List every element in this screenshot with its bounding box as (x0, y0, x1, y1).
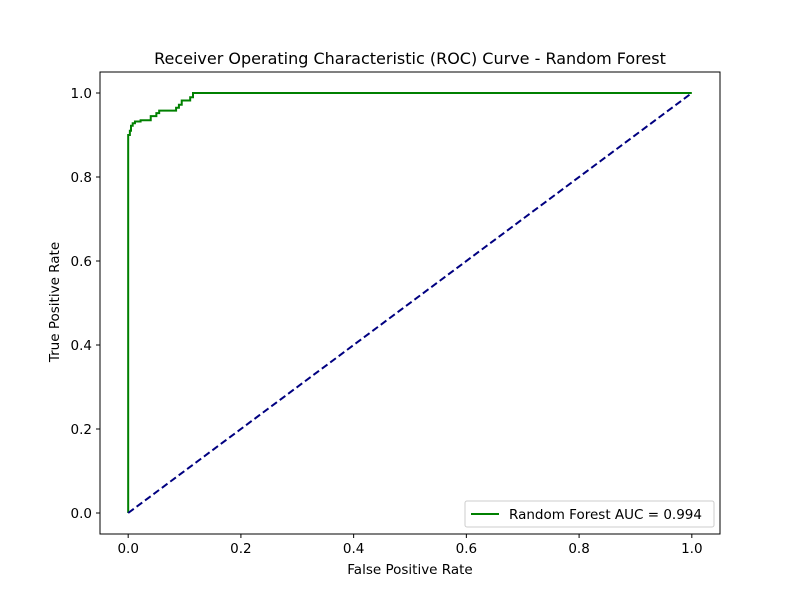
chart-title: Receiver Operating Characteristic (ROC) … (154, 49, 666, 68)
y-tick-label: 0.2 (71, 422, 92, 438)
x-axis-label: False Positive Rate (347, 562, 472, 578)
x-tick-label: 0.2 (230, 541, 251, 557)
y-axis-label: True Positive Rate (47, 242, 63, 363)
y-tick-label: 0.0 (71, 506, 92, 522)
x-tick-label: 0.0 (117, 541, 138, 557)
plot-area (127, 92, 693, 514)
plot-frame (99, 71, 721, 535)
roc-curve-line (127, 92, 692, 513)
x-tick-label: 0.6 (456, 541, 477, 557)
y-tick-label: 0.6 (71, 254, 92, 270)
chance-diagonal-line (127, 92, 693, 514)
legend-box (464, 500, 715, 528)
x-tick-label: 1.0 (681, 541, 702, 557)
legend-label-random-forest: Random Forest AUC = 0.994 (509, 507, 702, 523)
y-tick-label: 0.8 (71, 170, 92, 186)
x-tick-label: 0.8 (568, 541, 589, 557)
legend: Random Forest AUC = 0.994 (464, 500, 715, 528)
axes: 0.0 0.2 0.4 0.6 0.8 1.0 0.0 0.2 0.4 0.6 0.8 1.0 (71, 71, 721, 557)
y-tick-label: 1.0 (71, 86, 92, 102)
y-tick-label: 0.4 (71, 338, 92, 354)
x-tick-label: 0.4 (343, 541, 364, 557)
